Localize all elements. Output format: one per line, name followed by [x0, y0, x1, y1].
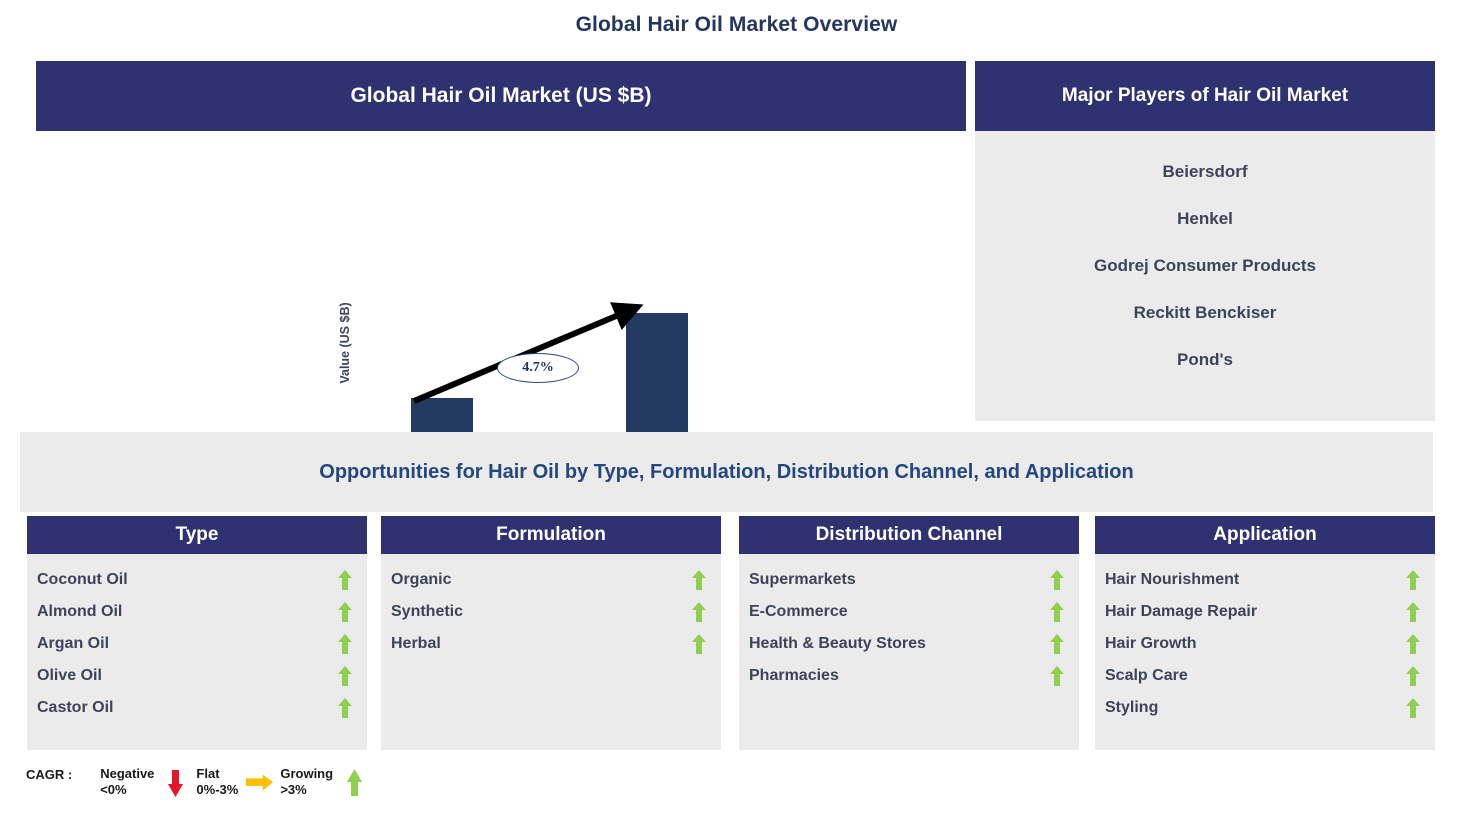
players-panel-header: Major Players of Hair Oil Market: [975, 61, 1435, 131]
list-item-label: Hair Damage Repair: [1105, 603, 1258, 620]
list-item-label: Synthetic: [391, 603, 464, 620]
list-item-label: Hair Nourishment: [1105, 571, 1240, 588]
list-item: Herbal: [391, 628, 707, 660]
arrow-up-icon: [338, 666, 352, 686]
list-item-label: E-Commerce: [749, 603, 848, 620]
category-header: Application: [1095, 516, 1435, 554]
arrow-up-icon: [338, 602, 352, 622]
page-title: Global Hair Oil Market Overview: [575, 13, 898, 36]
legend-range: >3%: [280, 782, 307, 797]
list-item-label: Scalp Care: [1105, 667, 1188, 684]
list-item: Hair Nourishment: [1105, 564, 1421, 596]
category-list: Coconut Oil Almond Oil Argan Oil Olive O…: [27, 554, 367, 724]
arrow-up-icon: [1406, 634, 1420, 654]
opportunities-banner-text: Opportunities for Hair Oil by Type, Form…: [319, 460, 1134, 483]
list-item-label: Health & Beauty Stores: [749, 635, 926, 652]
category-list: Supermarkets E-Commerce Health & Beauty …: [739, 554, 1079, 692]
cagr-legend: CAGR : Negative <0% Flat 0%-3% Growing >…: [26, 766, 375, 800]
arrow-up-icon: [1406, 666, 1420, 686]
list-item-label: Olive Oil: [37, 667, 102, 684]
list-item: Argan Oil: [37, 628, 353, 660]
list-item-label: Argan Oil: [37, 635, 110, 652]
arrow-right-icon: [244, 766, 274, 800]
list-item: Organic: [391, 564, 707, 596]
legend-label: Negative: [100, 766, 155, 781]
list-item: Pharmacies: [749, 660, 1065, 692]
arrow-up-icon: [1406, 602, 1420, 622]
list-item: Synthetic: [391, 596, 707, 628]
arrow-up-icon: [1050, 634, 1064, 654]
category-column-type: Type Coconut Oil Almond Oil Argan Oil Ol…: [27, 516, 367, 750]
category-list: Hair Nourishment Hair Damage Repair Hair…: [1095, 554, 1435, 724]
category-header: Type: [27, 516, 367, 554]
list-item: Coconut Oil: [37, 564, 353, 596]
legend-label: Flat: [196, 766, 220, 781]
chart-panel-header: Global Hair Oil Market (US $B): [36, 61, 966, 131]
players-list: Beiersdorf Henkel Godrej Consumer Produc…: [975, 131, 1435, 384]
category-header: Distribution Channel: [739, 516, 1079, 554]
list-item: Pond's: [1177, 350, 1233, 369]
legend-entry-growing: Growing >3%: [280, 766, 369, 800]
list-item: Styling: [1105, 692, 1421, 724]
list-item-label: Organic: [391, 571, 452, 588]
arrow-up-icon: [692, 634, 706, 654]
arrow-up-icon: [339, 766, 369, 800]
list-item: Supermarkets: [749, 564, 1065, 596]
list-item-label: Herbal: [391, 635, 441, 652]
arrow-up-icon: [1406, 570, 1420, 590]
opportunities-banner: Opportunities for Hair Oil by Type, Form…: [20, 432, 1433, 512]
list-item: Henkel: [1177, 209, 1233, 228]
category-column-formulation: Formulation Organic Synthetic Herbal: [381, 516, 721, 750]
legend-range: <0%: [100, 782, 127, 797]
list-item: Scalp Care: [1105, 660, 1421, 692]
list-item: Almond Oil: [37, 596, 353, 628]
legend-range: 0%-3%: [196, 782, 239, 797]
list-item: Castor Oil: [37, 692, 353, 724]
list-item-label: Almond Oil: [37, 603, 123, 620]
legend-entry-flat: Flat 0%-3%: [196, 766, 274, 800]
legend-label: Growing: [280, 766, 334, 781]
list-item-label: Styling: [1105, 699, 1159, 716]
major-players-panel: Major Players of Hair Oil Market Beiersd…: [975, 61, 1435, 421]
legend-title: CAGR :: [26, 767, 73, 782]
arrow-up-icon: [692, 602, 706, 622]
market-chart-panel: Global Hair Oil Market (US $B) Value (US…: [36, 61, 966, 487]
list-item: E-Commerce: [749, 596, 1065, 628]
list-item-label: Hair Growth: [1105, 635, 1197, 652]
arrow-up-icon: [692, 570, 706, 590]
list-item: Olive Oil: [37, 660, 353, 692]
list-item: Beiersdorf: [1162, 162, 1248, 181]
list-item: Health & Beauty Stores: [749, 628, 1065, 660]
category-list: Organic Synthetic Herbal: [381, 554, 721, 660]
arrow-up-icon: [338, 698, 352, 718]
arrow-up-icon: [1050, 570, 1064, 590]
arrow-down-icon: [160, 766, 190, 800]
list-item: Hair Growth: [1105, 628, 1421, 660]
list-item: Reckitt Benckiser: [1133, 303, 1277, 322]
list-item: Hair Damage Repair: [1105, 596, 1421, 628]
arrow-up-icon: [1406, 698, 1420, 718]
arrow-up-icon: [1050, 602, 1064, 622]
list-item-label: Supermarkets: [749, 571, 856, 588]
list-item-label: Coconut Oil: [37, 571, 128, 588]
list-item: Godrej Consumer Products: [1094, 256, 1316, 275]
category-header: Formulation: [381, 516, 721, 554]
arrow-up-icon: [1050, 666, 1064, 686]
cagr-value-badge: 4.7%: [497, 353, 579, 383]
list-item-label: Castor Oil: [37, 699, 114, 716]
legend-entry-negative: Negative <0%: [100, 766, 190, 800]
bar-chart: Value (US $B) 2024 2031 4.7%: [36, 131, 966, 487]
list-item-label: Pharmacies: [749, 667, 839, 684]
category-column-distribution-channel: Distribution Channel Supermarkets E-Comm…: [739, 516, 1079, 750]
arrow-up-icon: [338, 634, 352, 654]
arrow-up-icon: [338, 570, 352, 590]
category-column-application: Application Hair Nourishment Hair Damage…: [1095, 516, 1435, 750]
